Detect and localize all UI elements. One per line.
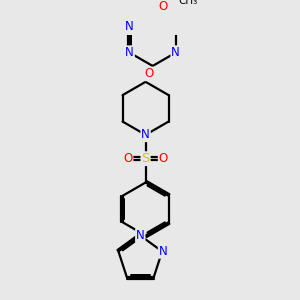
Text: CH₃: CH₃: [178, 0, 198, 6]
Text: S: S: [141, 152, 150, 165]
Text: O: O: [123, 152, 133, 165]
Text: N: N: [125, 46, 134, 59]
Text: N: N: [141, 128, 150, 141]
Text: N: N: [171, 46, 180, 59]
Text: N: N: [125, 20, 134, 33]
Text: O: O: [159, 152, 168, 165]
Text: O: O: [145, 68, 154, 80]
Text: N: N: [136, 229, 145, 242]
Text: N: N: [159, 245, 167, 258]
Text: O: O: [159, 0, 168, 13]
